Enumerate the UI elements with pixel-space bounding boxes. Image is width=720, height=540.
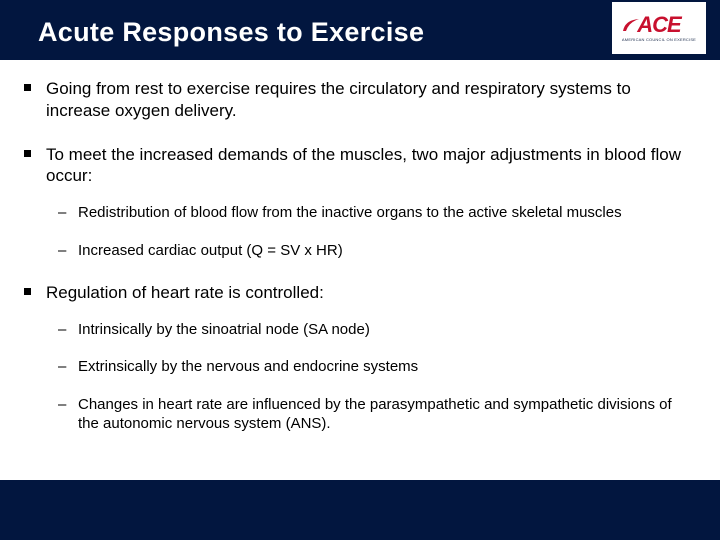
ace-logo-icon: ACE: [637, 14, 680, 36]
sub-bullet-item: Intrinsically by the sinoatrial node (SA…: [58, 320, 696, 340]
sub-bullet-item: Increased cardiac output (Q = SV x HR): [58, 241, 696, 261]
bullet-text: To meet the increased demands of the mus…: [46, 145, 681, 186]
logo-text: ACE: [637, 12, 680, 37]
sub-bullet-item: Changes in heart rate are influenced by …: [58, 395, 696, 434]
slide-body: Going from rest to exercise requires the…: [24, 78, 696, 456]
title-bar: Acute Responses to Exercise ACE AMERICAN…: [0, 0, 720, 60]
bullet-item: To meet the increased demands of the mus…: [24, 144, 696, 261]
bullet-item: Regulation of heart rate is controlled: I…: [24, 282, 696, 434]
logo-subtitle: AMERICAN COUNCIL ON EXERCISE: [622, 37, 696, 42]
sub-bullet-item: Redistribution of blood flow from the in…: [58, 203, 696, 223]
slide-title: Acute Responses to Exercise: [38, 17, 424, 48]
bullet-text: Regulation of heart rate is controlled:: [46, 283, 324, 302]
logo-container: ACE AMERICAN COUNCIL ON EXERCISE: [612, 2, 706, 54]
bullet-text: Going from rest to exercise requires the…: [46, 79, 631, 120]
footer-bar: [0, 480, 720, 540]
bullet-item: Going from rest to exercise requires the…: [24, 78, 696, 122]
sub-bullet-item: Extrinsically by the nervous and endocri…: [58, 357, 696, 377]
